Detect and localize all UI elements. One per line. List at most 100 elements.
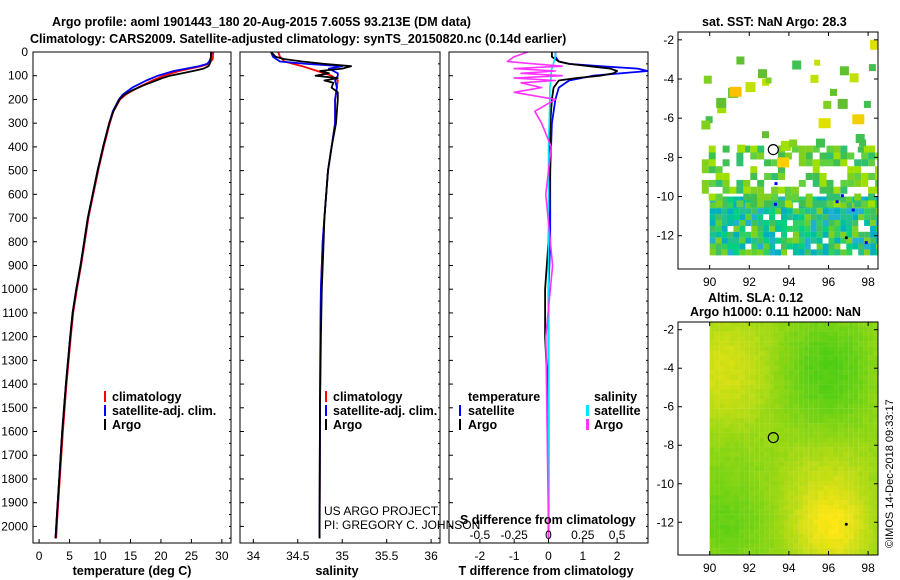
sla-cell xyxy=(788,490,794,496)
sla-cell xyxy=(754,466,760,472)
sla-cell xyxy=(833,452,839,457)
sla-cell xyxy=(808,341,814,347)
sla-cell xyxy=(873,504,878,510)
sla-cell xyxy=(838,394,844,400)
sla-cell xyxy=(803,529,809,534)
timestamp: ©IMOS 14-Dec-2018 09:33:17 xyxy=(884,399,896,548)
temperature-x-tick-label: 20 xyxy=(154,549,168,563)
sla-cell xyxy=(764,495,770,501)
sla-cell xyxy=(719,432,725,438)
sla-cell xyxy=(769,341,775,347)
sst-cell xyxy=(852,214,859,221)
sst-map-y-tick-label: -2 xyxy=(663,33,674,47)
sla-cell xyxy=(863,437,869,443)
sla-cell xyxy=(779,514,784,520)
sst-cell xyxy=(833,193,841,201)
sla-cell xyxy=(853,461,859,467)
sla-cell xyxy=(818,524,824,530)
sla-cell xyxy=(729,389,735,395)
sla-cell xyxy=(769,326,775,332)
sla-cell xyxy=(744,432,750,438)
sla-cell xyxy=(749,326,755,332)
sla-cell xyxy=(724,504,730,510)
sst-cell xyxy=(858,208,865,215)
sla-cell xyxy=(714,341,720,347)
sla-cell xyxy=(739,355,745,361)
sla-cell xyxy=(813,456,819,462)
sst-cell xyxy=(757,220,764,226)
sla-cell xyxy=(749,509,755,515)
sst-cell xyxy=(703,75,712,84)
legend-label-climatology: climatology xyxy=(333,390,403,404)
sla-cell xyxy=(813,394,819,400)
sst-cell xyxy=(854,179,862,187)
sla-cell xyxy=(868,519,874,525)
sla-cell xyxy=(828,543,834,549)
sla-cell xyxy=(759,326,765,332)
sla-cell xyxy=(818,336,824,342)
sla-cell xyxy=(729,466,735,472)
sla-cell xyxy=(853,326,859,332)
sst-cell xyxy=(792,214,799,221)
sla-cell xyxy=(803,375,809,380)
sla-cell xyxy=(754,331,760,337)
sla-cell xyxy=(803,326,809,332)
sla-cell xyxy=(749,519,755,525)
sla-cell xyxy=(838,403,844,409)
sla-cell xyxy=(853,519,859,525)
sla-cell xyxy=(808,408,814,414)
sla-map-x-tick-label: 90 xyxy=(703,561,717,575)
sla-cell xyxy=(779,389,784,395)
sla-cell xyxy=(843,519,849,525)
sla-cell xyxy=(744,350,750,356)
sst-cell xyxy=(729,86,742,97)
sla-cell xyxy=(873,509,878,515)
sla-cell xyxy=(749,336,755,342)
sla-cell xyxy=(803,548,809,554)
sla-cell xyxy=(873,495,878,501)
sla-cell xyxy=(828,403,834,409)
sla-cell xyxy=(729,427,735,433)
sst-cell xyxy=(876,214,878,221)
sla-cell xyxy=(709,331,715,337)
temperature-line-satellite-adj-clim- xyxy=(54,52,213,539)
sla-cell xyxy=(843,346,849,352)
sla-cell xyxy=(858,442,864,448)
sla-cell xyxy=(813,447,819,453)
sla-cell xyxy=(734,370,740,376)
sla-cell xyxy=(823,365,829,371)
sla-cell xyxy=(863,529,869,534)
sla-cell xyxy=(783,336,789,342)
sla-cell xyxy=(848,543,854,549)
sla-cell xyxy=(803,389,809,395)
sla-cell xyxy=(759,461,765,467)
sla-cell xyxy=(754,350,760,356)
sla-cell xyxy=(788,504,794,510)
sla-cell xyxy=(759,341,765,347)
sst-cell xyxy=(830,88,837,96)
sla-cell xyxy=(838,360,844,366)
sla-cell xyxy=(838,509,844,515)
sla-cell xyxy=(848,519,854,525)
sst-cell xyxy=(858,237,865,244)
sla-cell xyxy=(749,331,755,337)
sla-cell xyxy=(714,350,720,356)
sst-cell xyxy=(816,237,823,244)
sla-cell xyxy=(754,529,760,534)
sla-cell xyxy=(868,394,874,400)
sla-cell xyxy=(868,384,874,390)
sla-cell xyxy=(853,432,859,438)
sla-cell xyxy=(764,336,770,342)
sla-cell xyxy=(749,389,755,395)
sla-cell xyxy=(798,514,804,520)
sla-cell xyxy=(853,490,859,496)
sst-cell xyxy=(715,231,722,238)
sst-cell xyxy=(709,202,716,209)
sla-cell xyxy=(744,442,750,448)
sla-cell xyxy=(734,514,740,520)
sla-cell xyxy=(759,504,765,510)
sla-cell xyxy=(788,500,794,506)
sla-cell xyxy=(739,375,745,380)
sla-cell xyxy=(858,432,864,438)
